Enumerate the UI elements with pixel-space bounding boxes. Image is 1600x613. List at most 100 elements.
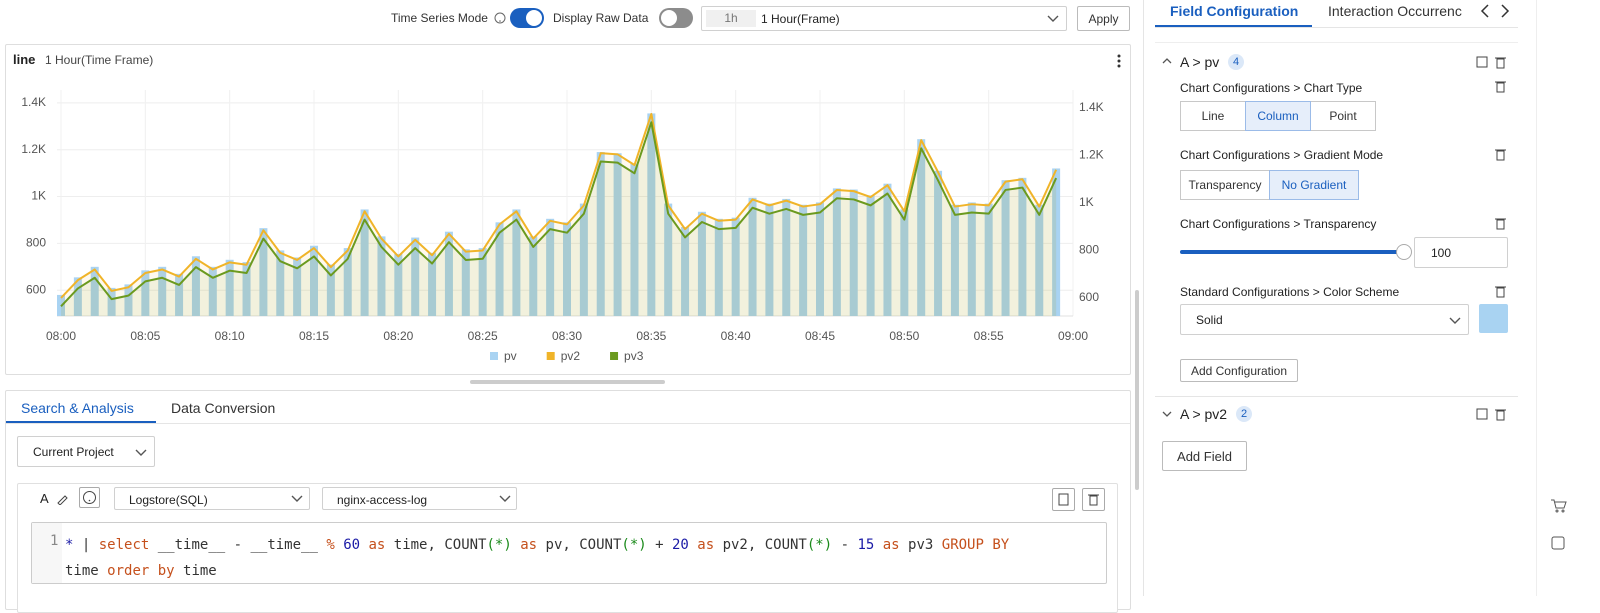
bar <box>579 203 588 316</box>
bar <box>225 259 234 316</box>
bar <box>1035 204 1044 316</box>
panel-title: line <box>13 52 36 67</box>
tab-arrows[interactable] <box>1478 3 1514 19</box>
bar <box>1018 177 1027 316</box>
resize-handle[interactable] <box>470 380 665 384</box>
tab-underline <box>6 421 156 423</box>
input-value: 100 <box>1431 246 1452 260</box>
help-icon[interactable] <box>494 12 506 24</box>
slider-knob[interactable] <box>1396 244 1412 260</box>
copy-button[interactable] <box>1052 488 1075 511</box>
range-text: 1 Hour(Frame) <box>761 12 840 26</box>
range-select[interactable]: 1h 1 Hour(Frame) <box>701 6 1067 31</box>
code-token: GROUP BY <box>941 537 1010 553</box>
x-tick-label: 08:25 <box>468 329 498 343</box>
color-swatch[interactable] <box>1479 304 1508 333</box>
slider-track[interactable] <box>1180 250 1404 254</box>
code-token: (*) <box>486 537 512 553</box>
font-icon[interactable]: A <box>40 491 49 506</box>
bar <box>107 287 116 316</box>
bar <box>731 217 740 316</box>
code-token: - <box>832 537 858 553</box>
x-tick-label: 08:15 <box>299 329 329 343</box>
option[interactable]: No Gradient <box>1269 170 1359 200</box>
option[interactable]: Point <box>1310 101 1376 131</box>
range-short: 1h <box>706 10 756 27</box>
group-count: 2 <box>1236 406 1252 422</box>
option[interactable]: Column <box>1245 101 1311 131</box>
editor[interactable]: 1 * | select __time__ - __time__ % 60 as… <box>31 522 1107 584</box>
bar <box>444 231 453 316</box>
bar <box>664 203 673 316</box>
apply-button[interactable]: Apply <box>1077 6 1130 31</box>
code-token: as <box>882 537 900 553</box>
bar <box>748 197 757 316</box>
bar <box>242 262 251 316</box>
store-select[interactable]: Logstore(SQL) <box>114 487 310 510</box>
group-title: A > pv <box>1180 54 1220 70</box>
page: Time Series Mode Display Raw Data 1h 1 H… <box>5 0 1568 613</box>
pen-icon[interactable] <box>56 493 68 505</box>
config-label: Standard Configurations > Color Scheme <box>1180 285 1400 299</box>
toggle-off[interactable] <box>659 8 693 28</box>
group-count: 4 <box>1228 54 1244 70</box>
code-token: time <box>174 563 217 579</box>
delete-button[interactable] <box>1082 488 1105 511</box>
bar <box>630 163 639 316</box>
bar <box>411 237 420 316</box>
add-config-button[interactable]: Add Configuration <box>1180 359 1298 382</box>
code-token: select <box>98 537 150 553</box>
group-title: A > pv2 <box>1180 406 1228 422</box>
side-tab[interactable]: Interaction Occurrenc <box>1328 3 1462 19</box>
y-tick-label: 1K <box>1079 195 1094 209</box>
delete-icons[interactable] <box>1494 80 1508 310</box>
bar <box>124 284 133 316</box>
bar <box>816 202 824 316</box>
y-tick-label: 1.2K <box>21 142 46 156</box>
tab-active[interactable]: Search & Analysis <box>21 400 134 416</box>
group-actions[interactable] <box>1476 55 1508 69</box>
more-icon[interactable] <box>1115 53 1123 69</box>
bar <box>832 188 841 316</box>
code-token <box>512 537 520 553</box>
bar <box>208 266 217 316</box>
code-token: (*) <box>806 537 833 553</box>
bar <box>866 195 875 316</box>
add-field-button[interactable]: Add Field <box>1162 441 1247 471</box>
tab[interactable]: Data Conversion <box>171 400 276 416</box>
bar <box>849 189 858 316</box>
project-select[interactable]: Current Project <box>17 436 155 467</box>
group-actions[interactable] <box>1476 407 1508 421</box>
y-tick-label: 1.2K <box>1079 148 1104 162</box>
option[interactable]: Transparency <box>1180 170 1270 200</box>
bar <box>141 270 150 316</box>
bar <box>681 227 690 316</box>
scrollbar[interactable] <box>1135 290 1139 490</box>
legend-swatch <box>490 352 498 360</box>
transparency-input[interactable]: 100 <box>1414 237 1508 268</box>
bar <box>883 183 892 316</box>
logstore-select[interactable]: nginx-access-log <box>322 487 517 510</box>
option[interactable]: Line <box>1180 101 1246 131</box>
x-tick-label: 08:10 <box>215 329 245 343</box>
query-box: A Logstore(SQL) nginx-access-log 1 * | s… <box>17 483 1118 613</box>
bar <box>73 277 82 316</box>
scheme-select[interactable]: Solid <box>1180 304 1469 335</box>
help-button[interactable] <box>79 487 100 508</box>
bar <box>563 222 571 316</box>
code-token: 15 <box>857 537 875 553</box>
bar <box>1001 180 1010 316</box>
toggle-on[interactable] <box>510 8 544 28</box>
bar <box>934 170 943 316</box>
code-token: 20 <box>671 537 689 553</box>
chart-type-options: Line Column Point <box>1180 101 1376 131</box>
side-icons[interactable] <box>1548 495 1568 555</box>
chevron <box>135 449 147 456</box>
code-token: as <box>520 537 538 553</box>
y-tick-label: 600 <box>26 282 46 296</box>
side-tab-active[interactable]: Field Configuration <box>1170 3 1299 19</box>
x-tick-label: 08:45 <box>805 329 835 343</box>
line <box>60 112 1058 299</box>
bar <box>394 253 403 316</box>
bar <box>326 264 335 316</box>
